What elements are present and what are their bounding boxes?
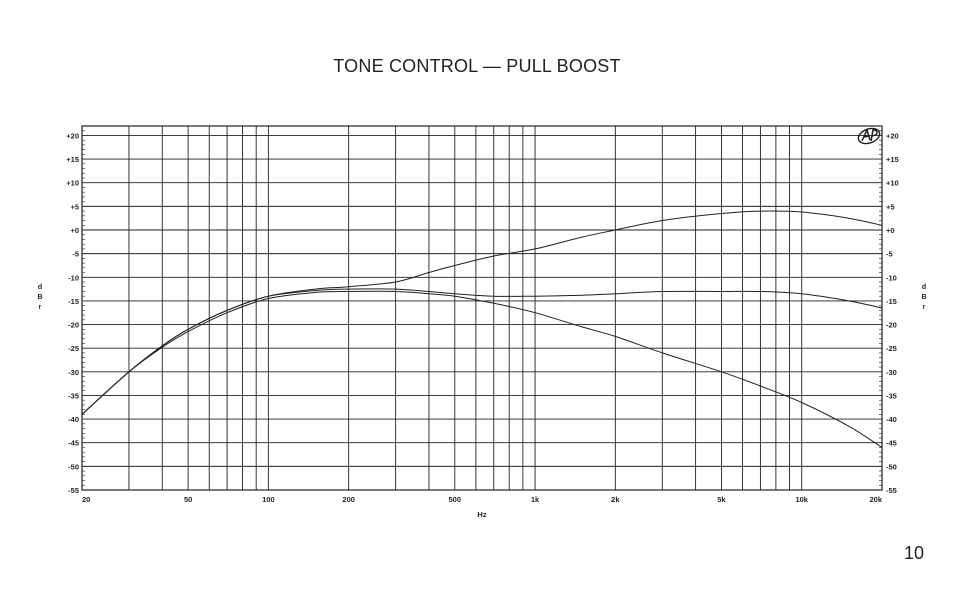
- y-tick-label-right: -45: [886, 439, 897, 448]
- y-tick-label-left: -10: [68, 273, 79, 282]
- x-tick-label: 20k: [869, 495, 882, 504]
- y-tick-label-right: +15: [886, 155, 899, 164]
- y-tick-label-left: -30: [68, 368, 79, 377]
- y-tick-label-left: -15: [68, 297, 79, 306]
- x-tick-label: 1k: [531, 495, 540, 504]
- x-tick-label: 50: [184, 495, 192, 504]
- y-tick-label-right: -5: [886, 250, 893, 259]
- x-tick-label: 100: [262, 495, 275, 504]
- y-tick-label-left: +20: [66, 131, 79, 140]
- y-axis-label-right: B: [921, 294, 926, 301]
- page-title: TONE CONTROL — PULL BOOST: [333, 56, 621, 76]
- y-tick-label-left: -35: [68, 391, 79, 400]
- y-tick-label-left: -40: [68, 415, 79, 424]
- y-tick-label-left: -25: [68, 344, 79, 353]
- y-axis-label-left: r: [39, 304, 42, 311]
- y-axis-label-left: d: [38, 284, 42, 291]
- y-tick-label-right: -30: [886, 368, 897, 377]
- x-tick-label: 5k: [717, 495, 726, 504]
- y-axis-label-right: d: [922, 284, 926, 291]
- y-tick-label-right: -35: [886, 391, 897, 400]
- y-tick-label-right: +0: [886, 226, 895, 235]
- y-tick-label-left: +15: [66, 155, 79, 164]
- x-tick-label: 2k: [611, 495, 620, 504]
- ap-logo: [857, 127, 881, 145]
- page-number: 10: [903, 543, 924, 563]
- y-axis-label-left: B: [37, 294, 42, 301]
- y-tick-label-right: +20: [886, 131, 899, 140]
- y-axis-label-right: r: [923, 304, 926, 311]
- y-tick-label-right: -50: [886, 462, 897, 471]
- plot-frame: [81, 125, 883, 491]
- y-tick-label-left: -45: [68, 439, 79, 448]
- y-tick-label-left: +5: [70, 202, 79, 211]
- y-tick-label-right: -55: [886, 486, 897, 495]
- response-curve-3: [81, 290, 883, 448]
- y-tick-label-left: +0: [70, 226, 79, 235]
- y-tick-label-right: -10: [886, 273, 897, 282]
- y-tick-label-left: -50: [68, 462, 79, 471]
- x-tick-label: 200: [342, 495, 355, 504]
- y-tick-label-left: -55: [68, 486, 79, 495]
- response-curve-2: [81, 288, 883, 415]
- y-tick-label-left: -20: [68, 321, 79, 330]
- response-curve-1: [81, 210, 883, 415]
- y-tick-label-right: +10: [886, 179, 899, 188]
- y-tick-label-left: -5: [72, 250, 79, 259]
- y-tick-label-right: -20: [886, 321, 897, 330]
- x-tick-label: 10k: [795, 495, 808, 504]
- y-tick-label-right: -15: [886, 297, 897, 306]
- y-tick-label-left: +10: [66, 179, 79, 188]
- x-tick-label: 500: [449, 495, 462, 504]
- y-tick-label-right: +5: [886, 202, 895, 211]
- x-tick-label: 20: [82, 495, 90, 504]
- x-axis-label: Hz: [477, 510, 486, 519]
- y-tick-label-right: -40: [886, 415, 897, 424]
- y-tick-label-right: -25: [886, 344, 897, 353]
